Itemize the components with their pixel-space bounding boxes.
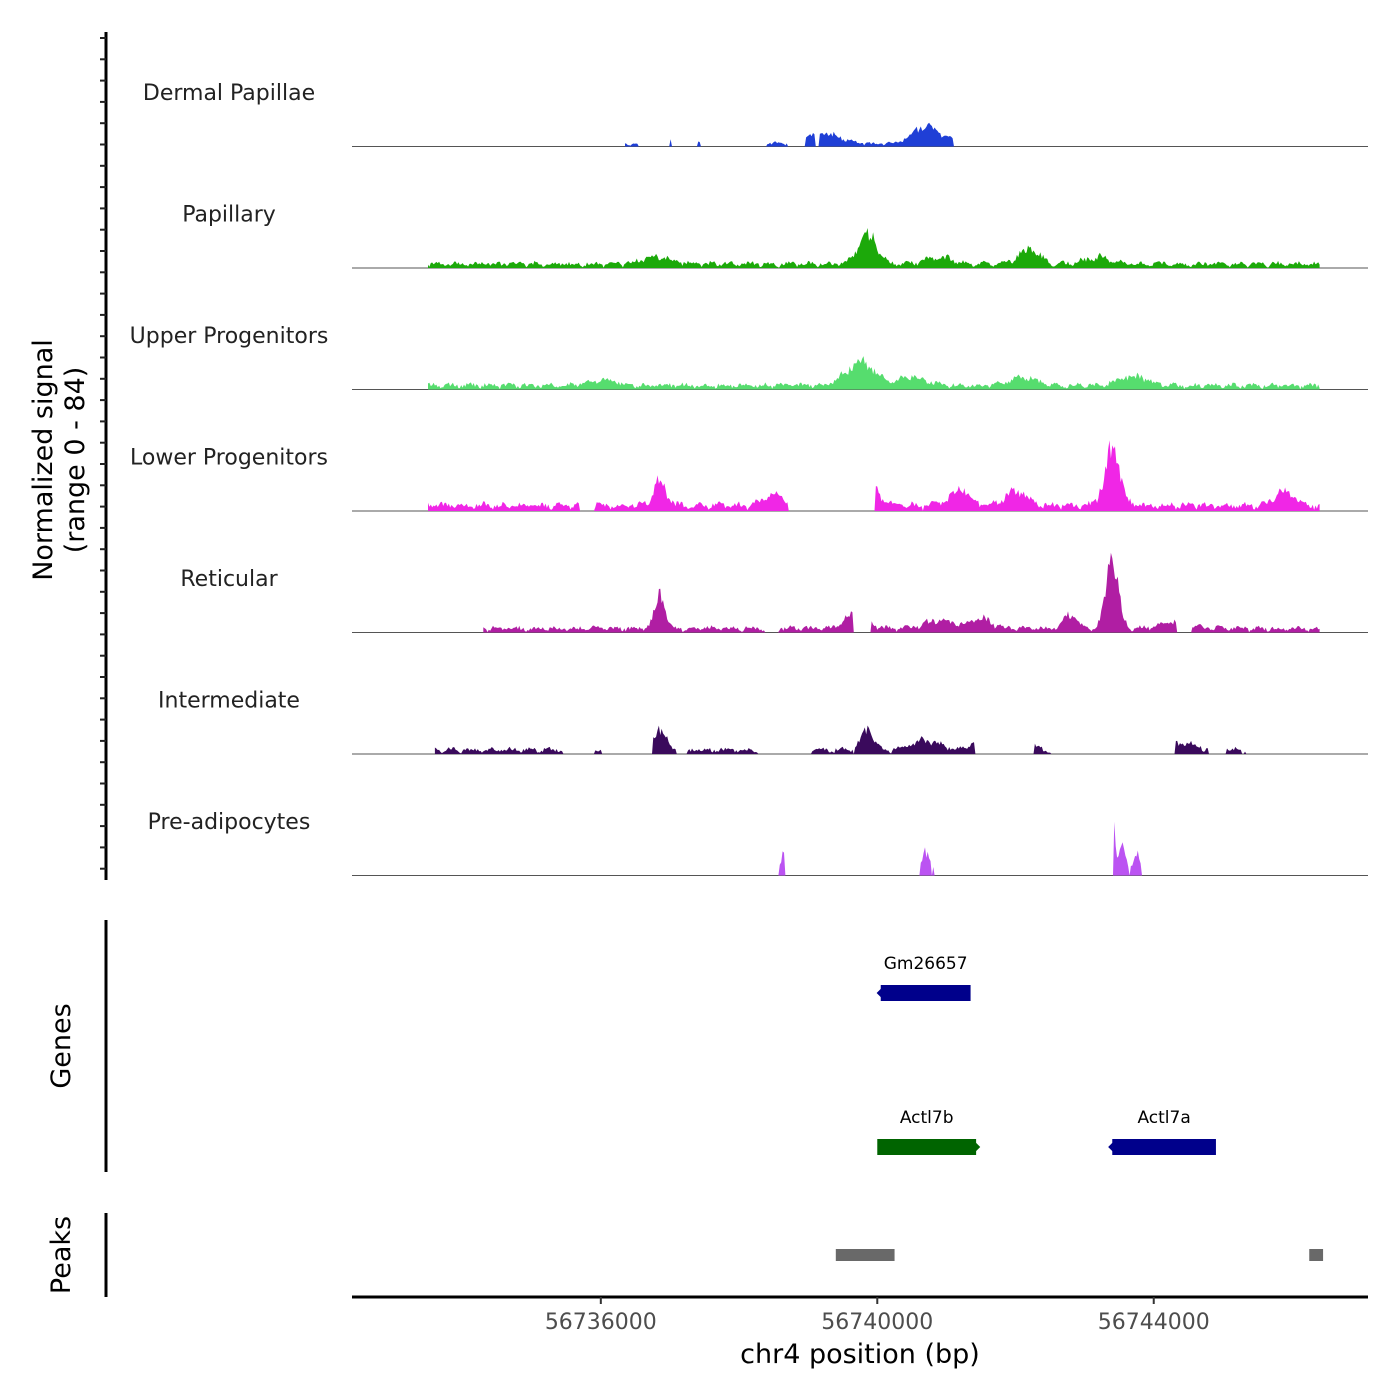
genes-axis-title: Genes	[46, 1003, 77, 1088]
coverage-area-pre-adipocytes	[486, 821, 1320, 876]
gene-label: Actl7b	[900, 1108, 954, 1128]
gene-actl7b: Actl7b	[877, 1108, 981, 1155]
track-label-papillary: Papillary	[182, 203, 276, 228]
gene-body	[880, 985, 971, 1001]
x-tick-label: 56744000	[1098, 1310, 1210, 1335]
y-axis-title-line2: (range 0 - 84)	[60, 367, 91, 554]
track-label-dermal-papillae: Dermal Papillae	[143, 81, 315, 106]
gene-label: Actl7a	[1137, 1108, 1190, 1128]
track-papillary: Papillary	[182, 203, 1368, 269]
peak-region	[835, 1249, 895, 1261]
gene-body	[1112, 1139, 1216, 1155]
gene-gm26657: Gm26657	[876, 954, 971, 1001]
coverage-area-lower-progenitors	[428, 440, 1320, 511]
gene-body	[877, 1139, 977, 1155]
coverage-area-upper-progenitors	[428, 356, 1320, 390]
track-label-intermediate: Intermediate	[158, 689, 300, 714]
x-tick-label: 56740000	[821, 1310, 933, 1335]
coverage-area-reticular	[483, 552, 1320, 633]
strand-arrow-icon	[971, 1139, 981, 1155]
x-axis: 56736000 56740000 56744000	[352, 1295, 1368, 1335]
x-axis-title: chr4 position (bp)	[740, 1339, 980, 1370]
track-intermediate: Intermediate	[158, 689, 1368, 755]
y-axis-title-line1: Normalized signal	[28, 339, 59, 581]
track-label-pre-adipocytes: Pre-adipocytes	[148, 810, 311, 835]
gene-actl7a: Actl7a	[1108, 1108, 1216, 1155]
track-label-reticular: Reticular	[180, 567, 278, 592]
coverage-area-dermal-papillae	[625, 122, 1320, 147]
peak-region	[1309, 1249, 1324, 1261]
peaks-axis-title: Peaks	[46, 1216, 77, 1294]
coverage-area-papillary	[428, 228, 1320, 268]
track-reticular: Reticular	[180, 552, 1368, 633]
track-upper-progenitors: Upper Progenitors	[130, 324, 1368, 390]
strand-arrow-icon	[1108, 1139, 1118, 1155]
track-pre-adipocytes: Pre-adipocytes	[148, 810, 1368, 876]
track-label-lower-progenitors: Lower Progenitors	[130, 446, 328, 471]
track-dermal-papillae: Dermal Papillae	[143, 81, 1368, 147]
strand-arrow-icon	[876, 985, 886, 1001]
gene-label: Gm26657	[884, 954, 968, 974]
track-label-upper-progenitors: Upper Progenitors	[130, 324, 329, 349]
track-lower-progenitors: Lower Progenitors	[130, 440, 1368, 512]
genes-panel: Gm26657 Actl7b Actl7a	[104, 920, 1216, 1172]
peaks-panel	[104, 1213, 1324, 1297]
coverage-panel: Dermal Papillae Papillary Upper Progenitor…	[100, 32, 1368, 880]
x-tick-label: 56736000	[545, 1310, 657, 1335]
coverage-area-intermediate	[434, 725, 1320, 754]
